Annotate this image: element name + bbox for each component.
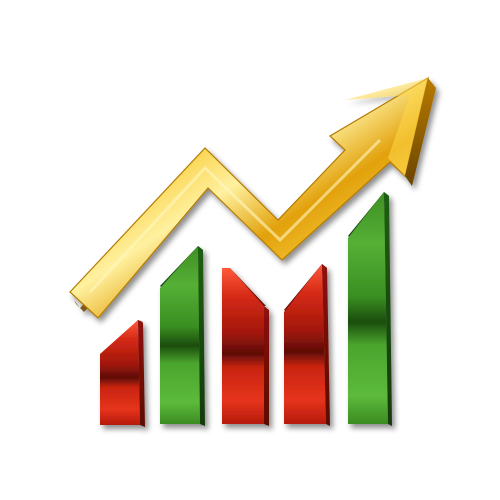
- bar-4-red: [284, 264, 330, 426]
- bar-3-red: [222, 268, 269, 426]
- trend-arrow-icon: [69, 76, 436, 319]
- bar-1-red: [100, 320, 145, 427]
- bars-group: [100, 192, 392, 427]
- bar-2-green: [160, 246, 205, 426]
- bar-5-green: [348, 192, 392, 426]
